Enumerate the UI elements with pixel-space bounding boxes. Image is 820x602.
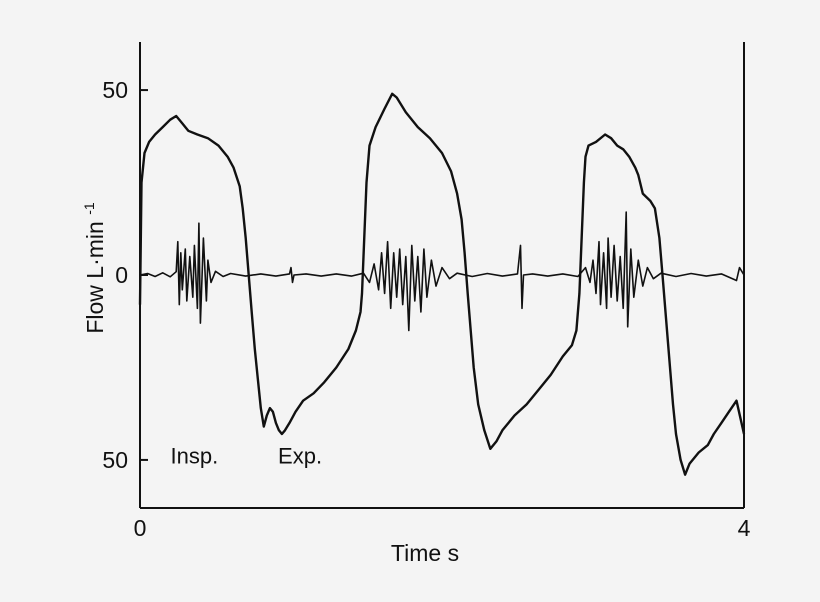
annotation-label: Exp.: [278, 444, 322, 469]
y-axis-label-superscript: -1: [81, 202, 97, 215]
annotation-label: Insp.: [171, 444, 219, 469]
series-layer: [138, 92, 746, 476]
y-axis-label-main: Flow L·min: [82, 221, 108, 333]
flow-curve: [138, 92, 746, 476]
plot-frame: [139, 42, 745, 509]
y-ticks: 50 0 50: [102, 77, 148, 473]
x-axis-label: Time s: [391, 540, 459, 566]
x-tick-label: 0: [134, 515, 147, 541]
sound-trace: [139, 211, 745, 332]
y-tick-label: 50: [102, 447, 128, 473]
y-axis-label: Flow L·min -1: [81, 202, 108, 334]
x-tick-label: 4: [738, 515, 751, 541]
y-tick-label: 0: [115, 262, 128, 288]
annotations: Insp. Exp.: [171, 444, 323, 469]
y-tick-label: 50: [102, 77, 128, 103]
